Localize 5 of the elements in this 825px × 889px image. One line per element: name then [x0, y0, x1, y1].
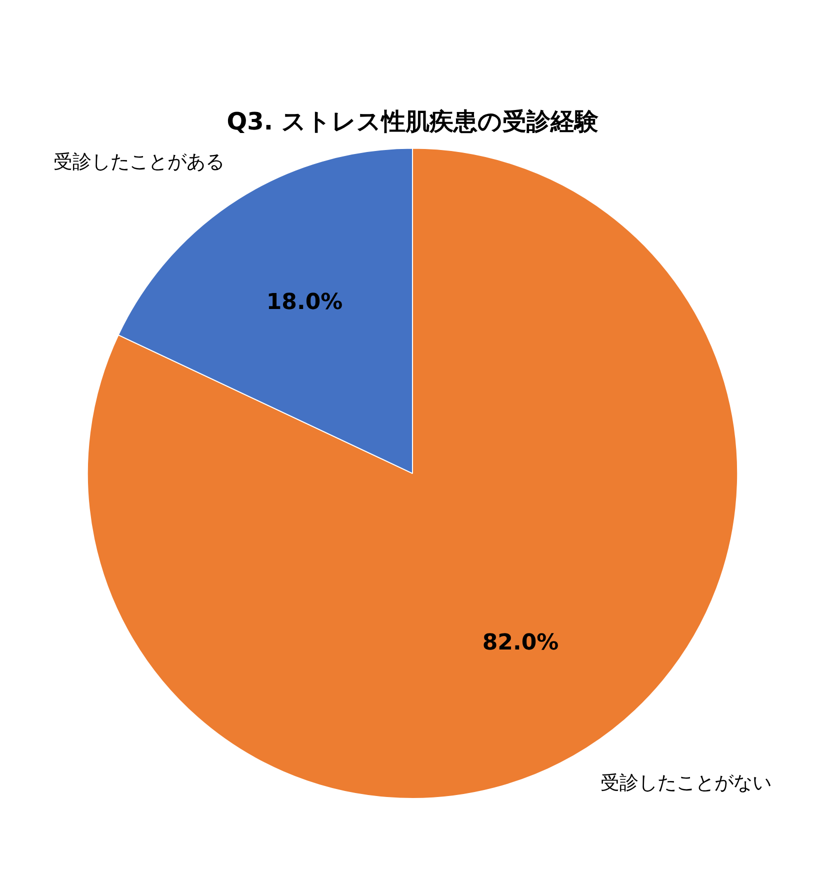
slice-label: 受診したことがある [53, 150, 224, 173]
slice-label: 受診したことがない [600, 772, 772, 794]
data-label: 82.0% [482, 630, 559, 656]
chart-title: Q3. ストレス性肌疾患の受診経験 [226, 108, 600, 136]
data-label: 18.0% [266, 290, 343, 315]
